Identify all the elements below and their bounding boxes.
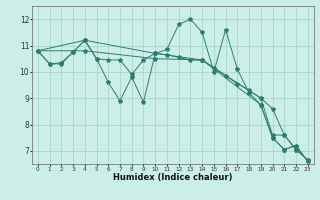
X-axis label: Humidex (Indice chaleur): Humidex (Indice chaleur)	[113, 173, 233, 182]
